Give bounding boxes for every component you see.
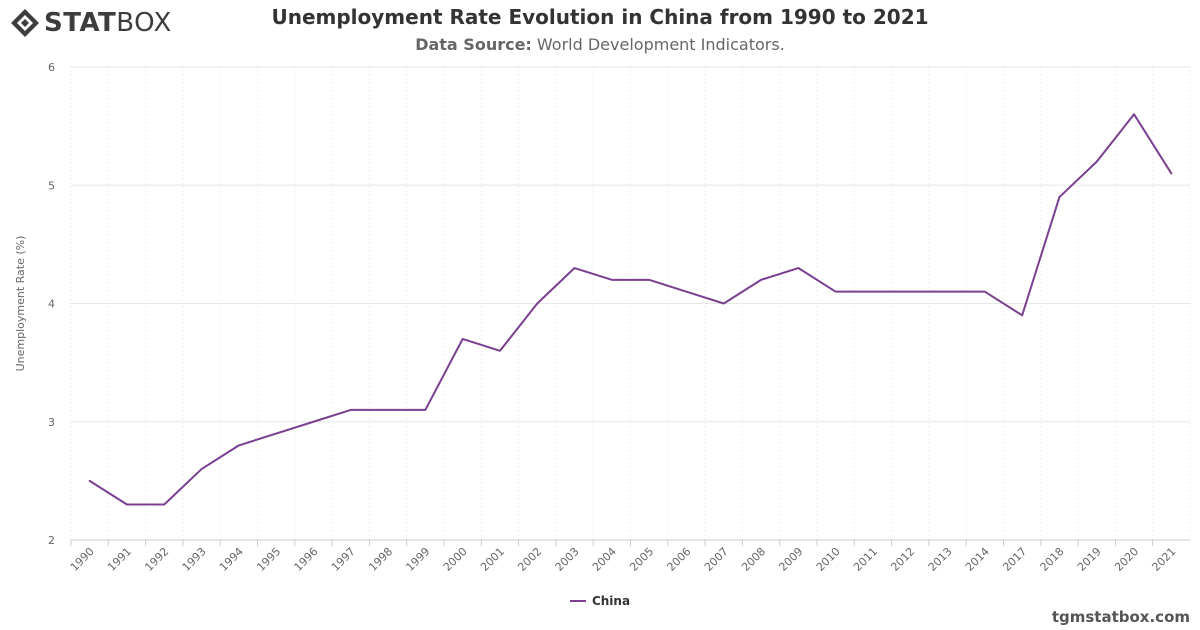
x-tick-label: 2011 — [851, 545, 880, 574]
x-tick-label: 1997 — [329, 545, 358, 574]
legend-swatch — [569, 600, 586, 602]
x-tick-label: 2006 — [665, 545, 694, 574]
x-tick-label: 2020 — [1112, 545, 1141, 574]
x-tick-label: 1991 — [105, 545, 134, 574]
chart-subtitle: Data Source: World Development Indicator… — [0, 35, 1200, 54]
x-tick-label: 2013 — [926, 545, 955, 574]
x-tick-label: 2009 — [776, 545, 805, 574]
logo-diamond-icon — [11, 9, 39, 37]
chart-title: Unemployment Rate Evolution in China fro… — [271, 5, 929, 29]
legend[interactable]: China — [0, 594, 1200, 608]
y-tick-label: 4 — [48, 298, 55, 311]
x-tick-label: 2008 — [739, 545, 768, 574]
x-tick-label: 2000 — [441, 545, 470, 574]
x-tick-label: 1998 — [366, 545, 395, 574]
x-tick-label: 2003 — [553, 545, 582, 574]
x-tick-label: 2002 — [515, 545, 544, 574]
x-tick-label: 2010 — [814, 545, 843, 574]
x-tick-label: 2018 — [1038, 545, 1067, 574]
legend-label-china: China — [591, 594, 631, 608]
x-tick-label: 1992 — [142, 545, 171, 574]
statbox-logo: STATBOX — [10, 6, 172, 40]
logo-text: STATBOX — [44, 8, 172, 38]
x-tick-label: 2014 — [963, 545, 992, 574]
x-tick-label: 1996 — [292, 545, 321, 574]
x-tick-label: 2004 — [590, 545, 619, 574]
x-tick-label: 2021 — [1149, 545, 1178, 574]
y-tick-label: 3 — [48, 416, 55, 429]
x-tick-label: 2001 — [478, 545, 507, 574]
source-value: World Development Indicators. — [536, 35, 785, 54]
y-tick-label: 5 — [48, 179, 55, 192]
x-tick-label: 1993 — [180, 545, 209, 574]
x-tick-label: 2019 — [1075, 545, 1104, 574]
x-tick-label: 2005 — [627, 545, 656, 574]
x-tick-label: 1994 — [217, 545, 246, 574]
x-tick-label: 1990 — [68, 545, 97, 574]
y-tick-label: 6 — [48, 61, 55, 74]
y-tick-label: 2 — [48, 534, 55, 547]
x-tick-label: 1995 — [254, 545, 283, 574]
x-tick-label: 1999 — [403, 545, 432, 574]
x-tick-label: 2017 — [1000, 545, 1029, 574]
x-tick-label: 2007 — [702, 545, 731, 574]
source-label: Data Source: — [415, 35, 532, 54]
x-tick-label: 2012 — [888, 545, 917, 574]
y-axis-title: Unemployment Rate (%) — [14, 236, 27, 372]
site-credit[interactable]: tgmstatbox.com — [1051, 608, 1190, 626]
series-line-china — [88, 113, 1173, 506]
